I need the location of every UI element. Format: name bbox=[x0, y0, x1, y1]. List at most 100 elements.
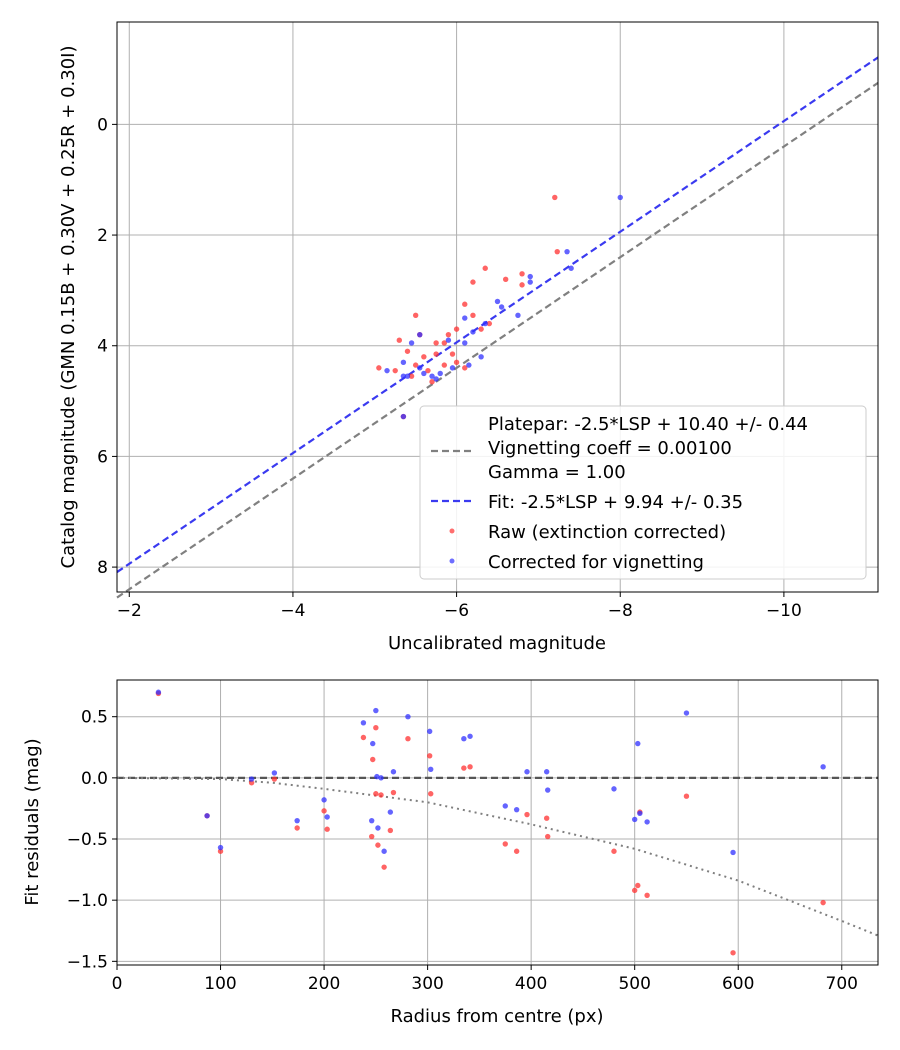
corrected-data-point bbox=[378, 775, 384, 781]
legend-entry-raw: Raw (extinction corrected) bbox=[488, 522, 726, 543]
corrected-data-point bbox=[470, 329, 476, 335]
raw-data-point bbox=[426, 753, 433, 759]
raw-data-point bbox=[392, 367, 398, 374]
raw-data-point bbox=[425, 367, 431, 374]
corrected-data-point bbox=[433, 376, 439, 382]
x-tick-label: 200 bbox=[308, 974, 340, 994]
top-x-axis-label: Uncalibrated magnitude bbox=[388, 633, 606, 654]
raw-data-point bbox=[405, 736, 411, 742]
corrected-data-point bbox=[527, 279, 533, 285]
corrected-data-point bbox=[429, 373, 435, 379]
raw-data-point bbox=[441, 340, 448, 346]
raw-data-point bbox=[360, 734, 367, 741]
corrected-data-point bbox=[730, 849, 736, 856]
y-tick-label: 0.5 bbox=[81, 708, 108, 728]
raw-data-point bbox=[635, 882, 641, 889]
raw-data-point bbox=[324, 826, 330, 832]
corrected-data-point bbox=[482, 320, 488, 327]
x-tick-label: −2 bbox=[117, 601, 142, 621]
corrected-data-point bbox=[449, 365, 456, 371]
corrected-data-point bbox=[462, 340, 468, 346]
corrected-data-point bbox=[568, 265, 574, 271]
raw-data-point bbox=[445, 331, 452, 338]
raw-data-point bbox=[441, 362, 448, 368]
x-tick-label: 300 bbox=[411, 974, 443, 994]
top-axis-ticks: −2 −4 −6 −8 −10 0 2 4 6 8 bbox=[97, 115, 802, 621]
corrected-data-point bbox=[437, 370, 443, 377]
corrected-data-point bbox=[543, 769, 550, 775]
corrected-data-point bbox=[513, 806, 520, 813]
x-tick-label: −6 bbox=[444, 601, 469, 621]
raw-data-point bbox=[502, 276, 509, 283]
corrected-data-point bbox=[461, 736, 467, 742]
raw-data-point bbox=[554, 248, 560, 255]
corrected-data-point bbox=[370, 740, 376, 747]
x-tick-label: 100 bbox=[204, 974, 236, 994]
bottom-reference-lines bbox=[116, 776, 879, 937]
bottom-scatter-points bbox=[155, 689, 826, 956]
legend-entry-gamma: Gamma = 1.00 bbox=[488, 462, 626, 483]
raw-data-point bbox=[428, 791, 434, 797]
corrected-data-point bbox=[373, 707, 379, 714]
residuals-chart: 0 100 200 300 400 500 600 700 0.5 0.0 −0.5 −1.0 −1.5… bbox=[22, 679, 879, 1027]
corrected-data-point bbox=[324, 814, 330, 820]
corrected-data-point bbox=[204, 813, 210, 819]
x-tick-label: −10 bbox=[766, 601, 802, 621]
raw-data-point bbox=[470, 279, 476, 285]
corrected-data-point bbox=[321, 797, 327, 803]
raw-data-point bbox=[486, 320, 493, 327]
x-tick-label: 500 bbox=[618, 974, 650, 994]
corrected-data-point bbox=[644, 819, 650, 825]
raw-data-point bbox=[482, 265, 488, 271]
raw-data-point bbox=[429, 379, 435, 385]
corrected-data-point bbox=[390, 769, 397, 775]
bottom-y-axis-label: Fit residuals (mag) bbox=[22, 738, 43, 905]
corrected-data-point bbox=[400, 373, 407, 379]
raw-data-point bbox=[519, 271, 525, 277]
y-tick-label: −1.0 bbox=[67, 891, 108, 911]
x-tick-label: −4 bbox=[280, 601, 305, 621]
x-tick-label: 700 bbox=[826, 974, 858, 994]
corrected-data-point bbox=[478, 354, 484, 360]
raw-data-point bbox=[387, 827, 394, 834]
raw-data-point bbox=[381, 864, 387, 870]
raw-data-point bbox=[421, 354, 427, 360]
corrected-data-point bbox=[381, 848, 387, 854]
raw-data-point bbox=[369, 833, 375, 840]
bottom-x-axis-label: Radius from centre (px) bbox=[390, 1006, 603, 1027]
raw-data-point bbox=[519, 282, 525, 288]
raw-data-point bbox=[543, 815, 550, 821]
corrected-data-point bbox=[611, 786, 617, 792]
corrected-data-point bbox=[502, 803, 508, 809]
corrected-data-point bbox=[445, 337, 452, 343]
corrected-data-point bbox=[400, 359, 407, 366]
corrected-data-point bbox=[404, 373, 411, 379]
raw-data-point bbox=[513, 848, 520, 854]
raw-data-point bbox=[378, 792, 384, 798]
raw-data-point bbox=[644, 892, 650, 898]
corrected-data-point bbox=[271, 770, 278, 776]
y-tick-label: 6 bbox=[97, 447, 108, 467]
raw-data-point bbox=[376, 365, 382, 371]
corrected-data-point bbox=[820, 764, 826, 770]
raw-data-point bbox=[373, 791, 379, 797]
corrected-data-point bbox=[494, 298, 501, 305]
top-y-axis-label: Catalog magnitude (GMN 0.15B + 0.30V + 0… bbox=[58, 45, 79, 568]
corrected-data-point bbox=[408, 340, 415, 346]
x-tick-label: 0 bbox=[112, 974, 123, 994]
raw-data-point bbox=[461, 765, 467, 771]
line-fit bbox=[116, 56, 879, 573]
raw-data-point bbox=[611, 848, 617, 854]
top-fit-lines bbox=[116, 56, 879, 599]
raw-data-point bbox=[470, 312, 476, 319]
corrected-data-point bbox=[387, 809, 394, 815]
x-tick-label: 400 bbox=[515, 974, 547, 994]
raw-data-point bbox=[396, 337, 403, 343]
legend-entry-platepar: Platepar: -2.5*LSP + 10.40 +/- 0.44 bbox=[488, 414, 808, 435]
corrected-data-point bbox=[360, 720, 367, 726]
raw-data-point bbox=[321, 808, 327, 814]
corrected-data-point bbox=[637, 810, 643, 817]
corrected-data-point bbox=[617, 194, 623, 201]
